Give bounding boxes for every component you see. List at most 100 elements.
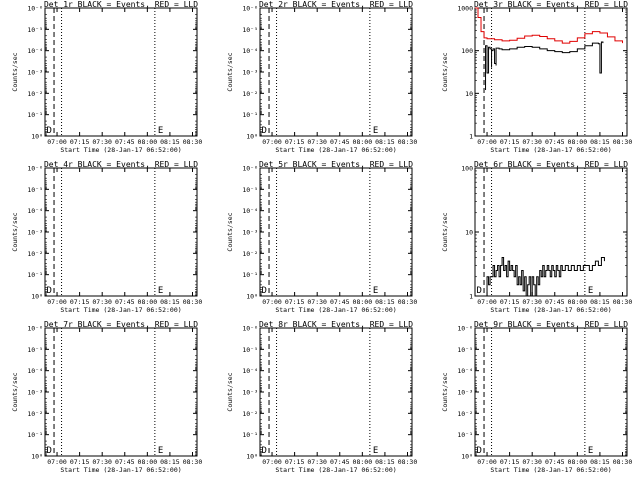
y-tick-label: 10⁻⁵	[242, 26, 258, 34]
x-tick-label: 08:30	[613, 138, 633, 146]
x-tick-label: 07:00	[477, 458, 497, 466]
y-tick-label: 10⁻³	[27, 69, 43, 77]
mode-marker-e: E	[158, 286, 163, 296]
x-tick-label: 07:00	[47, 298, 67, 306]
x-axis-label: Start Time (28-Jan-17 06:52:00)	[490, 306, 611, 314]
y-tick-label: 1	[469, 293, 473, 301]
x-tick-label: 07:15	[500, 298, 520, 306]
x-tick-label: 08:00	[138, 138, 158, 146]
x-tick-label: 07:15	[70, 298, 90, 306]
y-tick-label: 10⁻⁵	[242, 346, 258, 354]
x-tick-label: 08:30	[398, 458, 418, 466]
x-tick-label: 07:15	[500, 138, 520, 146]
x-tick-label: 07:15	[285, 458, 305, 466]
lld-series-line	[475, 7, 623, 44]
x-tick-label: 08:00	[353, 138, 373, 146]
panel-title: Det 6r BLACK = Events, RED = LLD	[474, 160, 628, 169]
x-tick-label: 08:15	[375, 298, 395, 306]
mode-marker-d: D	[262, 126, 267, 136]
y-tick-label: 100	[461, 165, 473, 173]
y-tick-label: 1	[469, 133, 473, 141]
x-tick-label: 08:15	[160, 138, 180, 146]
y-tick-label: 10⁰	[246, 293, 258, 301]
y-tick-label: 10⁻²	[27, 250, 43, 258]
x-tick-label: 08:15	[160, 298, 180, 306]
x-tick-label: 07:30	[522, 138, 542, 146]
y-tick-label: 10⁻⁶	[457, 325, 473, 333]
y-axis-label: Counts/sec	[441, 212, 449, 251]
x-tick-label: 07:30	[92, 138, 112, 146]
y-axis-label: Counts/sec	[226, 212, 234, 251]
y-axis-label: Counts/sec	[11, 212, 19, 251]
panel-title: Det 1r BLACK = Events, RED = LLD	[44, 0, 198, 9]
mode-marker-e: E	[588, 446, 593, 456]
mode-marker-e: E	[373, 286, 378, 296]
x-tick-label: 07:45	[545, 458, 565, 466]
plot-frame	[474, 7, 628, 137]
panel-title: Det 8r BLACK = Events, RED = LLD	[259, 320, 413, 329]
x-tick-label: 07:15	[70, 138, 90, 146]
mode-marker-e: E	[588, 286, 593, 296]
x-tick-label: 07:45	[330, 138, 350, 146]
y-tick-label: 10⁻¹	[27, 431, 43, 439]
panel-title: Det 3r BLACK = Events, RED = LLD	[474, 0, 628, 9]
plot-frame	[259, 7, 413, 137]
y-tick-label: 100	[461, 47, 473, 55]
y-tick-label: 10⁻¹	[242, 111, 258, 119]
x-tick-label: 08:15	[590, 298, 610, 306]
y-tick-label: 10⁻⁴	[242, 47, 258, 55]
y-axis-label: Counts/sec	[226, 52, 234, 91]
y-tick-label: 10⁰	[461, 453, 473, 461]
y-tick-label: 10⁻⁵	[27, 26, 43, 34]
x-tick-label: 07:00	[262, 298, 282, 306]
plot-frame	[259, 167, 413, 297]
y-tick-label: 10⁰	[246, 453, 258, 461]
mode-marker-d: D	[47, 446, 52, 456]
y-tick-label: 10⁻³	[27, 389, 43, 397]
y-tick-label: 10⁻⁶	[27, 325, 43, 333]
y-tick-label: 10⁰	[31, 293, 43, 301]
x-tick-label: 08:15	[375, 138, 395, 146]
y-tick-label: 10⁻¹	[242, 271, 258, 279]
x-tick-label: 07:30	[522, 298, 542, 306]
x-tick-label: 08:00	[353, 458, 373, 466]
y-axis-label: Counts/sec	[11, 52, 19, 91]
x-tick-label: 07:00	[262, 458, 282, 466]
y-tick-label: 10⁻⁶	[242, 165, 258, 173]
y-tick-label: 10⁻¹	[457, 431, 473, 439]
mode-marker-e: E	[158, 446, 163, 456]
x-tick-label: 07:45	[330, 298, 350, 306]
y-tick-label: 10⁰	[246, 133, 258, 141]
panel-title: Det 9r BLACK = Events, RED = LLD	[474, 320, 628, 329]
y-tick-label: 10⁻²	[27, 90, 43, 98]
y-tick-label: 10⁻⁶	[242, 325, 258, 333]
plot-frame	[44, 327, 198, 457]
y-tick-label: 10⁻⁴	[27, 207, 43, 215]
y-tick-label: 10	[465, 90, 473, 98]
y-axis-label: Counts/sec	[441, 372, 449, 411]
y-tick-label: 10⁻⁶	[27, 165, 43, 173]
y-tick-label: 10⁻⁴	[457, 367, 473, 375]
x-tick-label: 07:45	[330, 458, 350, 466]
x-tick-label: 07:15	[285, 298, 305, 306]
x-tick-label: 07:30	[92, 458, 112, 466]
y-tick-label: 10⁻³	[242, 389, 258, 397]
y-tick-label: 10⁻²	[457, 410, 473, 418]
plot-frame	[44, 7, 198, 137]
x-tick-label: 08:00	[568, 138, 588, 146]
y-tick-label: 10⁻⁵	[457, 346, 473, 354]
y-tick-label: 10⁻⁴	[242, 367, 258, 375]
y-tick-label: 10	[465, 229, 473, 237]
mode-marker-d: D	[262, 446, 267, 456]
panel-title: Det 4r BLACK = Events, RED = LLD	[44, 160, 198, 169]
mode-marker-d: D	[477, 286, 482, 296]
y-tick-label: 10⁻²	[242, 90, 258, 98]
plot-frame	[44, 167, 198, 297]
x-axis-label: Start Time (28-Jan-17 06:52:00)	[275, 146, 396, 154]
x-tick-label: 08:30	[183, 458, 203, 466]
x-tick-label: 07:45	[115, 298, 135, 306]
mode-marker-d: D	[47, 126, 52, 136]
